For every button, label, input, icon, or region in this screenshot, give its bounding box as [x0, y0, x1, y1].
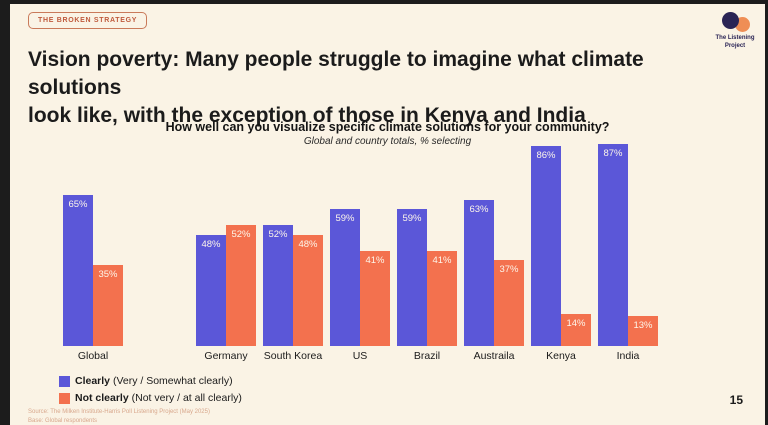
bar-value-label: 41% [432, 255, 452, 266]
legend-item-not-clearly: Not clearly (Not very / at all clearly) [59, 392, 242, 404]
bar-clearly-kenya: 86% [531, 146, 561, 346]
bar-value-label: 48% [201, 239, 221, 250]
x-axis-label-brazil: Brazil [413, 350, 441, 362]
x-axis-label-austraila: Austraila [473, 350, 515, 362]
bar-value-label: 41% [365, 255, 385, 266]
bar-value-label: 52% [231, 229, 251, 240]
bar-clearly-south-korea: 52% [263, 225, 293, 346]
bar-not-clearly-south-korea: 48% [293, 235, 323, 346]
x-axis-label-kenya: Kenya [546, 350, 576, 362]
bar-clearly-germany: 48% [196, 235, 226, 346]
x-axis-labels: Global Germany South Korea US Brazil Austrail… [10, 350, 765, 364]
chart-legend: Clearly (Very / Somewhat clearly) Not cle… [59, 375, 242, 409]
bar-group-germany: 48% 52% [196, 225, 256, 346]
x-axis-label-us: US [352, 350, 368, 362]
bar-group-kenya: 86% 14% [531, 146, 591, 346]
bar-not-clearly-us: 41% [360, 251, 390, 346]
legend-swatch-icon [59, 375, 70, 387]
bar-value-label: 87% [603, 148, 623, 159]
section-badge: THE BROKEN STRATEGY [28, 12, 148, 29]
legend-swatch-icon [59, 392, 70, 404]
bar-group-global: 65% 35% [63, 195, 123, 346]
bar-chart-plot: 65% 35% 48% 52% 52% 48% 59% 41% 59% 41% 63% 37% 86% 1… [10, 114, 765, 346]
bar-value-label: 35% [98, 269, 118, 280]
source-line-1: Source: The Milken Institute-Harris Poll… [28, 409, 210, 415]
x-axis-label-india: India [616, 350, 640, 362]
bar-not-clearly-austraila: 37% [494, 260, 524, 346]
bar-value-label: 59% [335, 213, 355, 224]
bar-group-austraila: 63% 37% [464, 200, 524, 346]
bar-value-label: 14% [566, 318, 586, 329]
bar-clearly-brazil: 59% [397, 209, 427, 346]
bar-value-label: 63% [469, 204, 489, 215]
listening-project-logo: The Listening Project [710, 8, 760, 50]
source-line-2: Base: Global respondents [28, 417, 98, 424]
bar-value-label: 37% [499, 264, 519, 275]
bar-not-clearly-india: 13% [628, 316, 658, 346]
bar-group-us: 59% 41% [330, 209, 390, 346]
slide-title: Vision poverty: Many people struggle to … [28, 46, 738, 130]
x-axis-label-germany: Germany [204, 350, 248, 362]
legend-item-clearly: Clearly (Very / Somewhat clearly) [59, 375, 242, 387]
bar-value-label: 65% [68, 199, 88, 210]
logo-navy-bubble-icon [722, 12, 739, 29]
bar-not-clearly-global: 35% [93, 265, 123, 346]
bar-group-brazil: 59% 41% [397, 209, 457, 346]
chart-title: How well can you visualize specific clim… [165, 120, 610, 134]
bar-not-clearly-germany: 52% [226, 225, 256, 346]
bar-not-clearly-brazil: 41% [427, 251, 457, 346]
x-axis-label-south-korea: South Korea [263, 350, 323, 362]
bar-value-label: 48% [298, 239, 318, 250]
slide: THE BROKEN STRATEGY The Listening Projec… [10, 4, 765, 425]
legend-label: Not clearly (Not very / at all clearly) [75, 392, 242, 404]
speech-bubbles-icon [710, 8, 760, 35]
bar-clearly-india: 87% [598, 144, 628, 346]
page-number: 15 [729, 393, 743, 407]
bar-not-clearly-kenya: 14% [561, 314, 591, 346]
legend-label: Clearly (Very / Somewhat clearly) [75, 375, 233, 387]
bar-clearly-us: 59% [330, 209, 360, 346]
bar-value-label: 59% [402, 213, 422, 224]
logo-text-line1: The Listening [715, 35, 755, 41]
slide-title-line2: look like, with the exception of those i… [28, 103, 586, 127]
slide-title-line1: Vision poverty: Many people struggle to … [28, 48, 644, 99]
logo-text: The Listening Project [710, 35, 760, 50]
bar-clearly-global: 65% [63, 195, 93, 346]
bar-group-india: 87% 13% [598, 144, 658, 346]
logo-text-line2: Project [724, 42, 746, 49]
bar-value-label: 86% [536, 150, 556, 161]
bar-clearly-austraila: 63% [464, 200, 494, 346]
bar-value-label: 13% [633, 320, 653, 331]
bar-group-south-korea: 52% 48% [263, 225, 323, 346]
x-axis-label-global: Global [77, 350, 109, 362]
bar-value-label: 52% [268, 229, 288, 240]
source-note: Source: The Milken Institute-Harris Poll… [28, 408, 210, 425]
chart-subtitle: Global and country totals, % selecting [303, 136, 472, 147]
